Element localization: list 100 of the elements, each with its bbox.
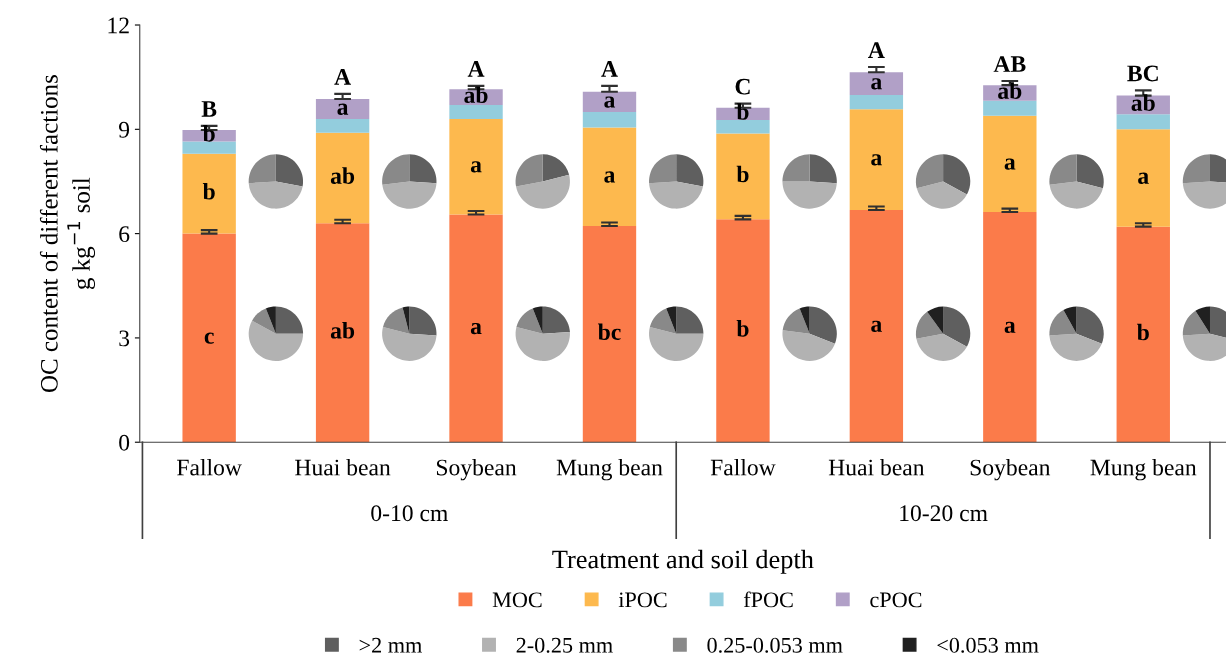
total-label: A [868, 42, 885, 58]
data-label: a [1004, 321, 1016, 334]
y-tick-label: 6 [119, 226, 130, 243]
pie-slice [915, 311, 944, 339]
pie-slice [248, 320, 304, 361]
bar [315, 132, 370, 224]
bar [983, 212, 1037, 443]
pie-slice [1063, 306, 1077, 334]
pie-slice [382, 154, 410, 185]
total-label: A [601, 61, 618, 77]
bar [1116, 226, 1170, 443]
pie-slice [542, 306, 570, 334]
bar [315, 99, 370, 119]
bar [849, 109, 904, 210]
data-label: a [604, 171, 616, 183]
pie-slice [516, 174, 570, 209]
x-tick-label: Huai bean [828, 458, 925, 476]
data-label: ab [330, 322, 355, 339]
pie-slice [402, 306, 410, 334]
y-tick-label: 12 [108, 17, 129, 34]
bar [716, 119, 770, 134]
pie-slice [248, 154, 276, 184]
data-label: bc [597, 323, 621, 340]
total-label: A [334, 69, 351, 85]
x-tick-label: Fallow [710, 458, 776, 476]
data-label: ab [464, 86, 488, 104]
bar [182, 153, 236, 234]
bar [716, 133, 770, 220]
total-label: BC [1127, 65, 1158, 82]
pie-slice [649, 326, 704, 361]
pie-slice [809, 154, 837, 184]
total-label: C [735, 78, 750, 95]
pie-slice [782, 154, 810, 182]
bar [449, 214, 503, 443]
pie-slice [666, 306, 677, 334]
pie-slice [382, 181, 437, 209]
bar [315, 223, 370, 443]
pie-slice [275, 154, 304, 187]
pie-slice [532, 306, 543, 334]
y-tick-label: 3 [119, 330, 130, 347]
pie-slice [782, 308, 810, 334]
pie-slice [649, 308, 677, 334]
pie-slice [1049, 333, 1102, 361]
x-tick-label: Mung bean [1090, 458, 1197, 481]
pie-slice [782, 330, 835, 361]
text: 10-20 cm [900, 505, 988, 522]
bar [1116, 129, 1170, 227]
pie-slice [915, 154, 944, 189]
data-label: a [1138, 172, 1149, 184]
bar [716, 219, 770, 443]
bar [182, 141, 236, 154]
pie-slice [809, 306, 837, 344]
pie-slice [676, 154, 704, 187]
y-tick-label: 0 [119, 434, 130, 451]
bar [182, 233, 236, 443]
bar [849, 94, 904, 110]
legend-label: 2-0.25 mm [516, 637, 613, 653]
data-label: ab [998, 82, 1022, 99]
bar [983, 100, 1037, 116]
data-label: c [204, 332, 214, 344]
bar [449, 118, 503, 215]
bar [582, 111, 637, 128]
pie-slice [275, 306, 304, 334]
legend-label: MOC [492, 592, 542, 608]
pie-slice [542, 154, 570, 182]
total-label: B [201, 101, 217, 117]
data-label: a [337, 103, 349, 115]
data-label: b [202, 182, 215, 200]
data-label: b [1137, 323, 1149, 341]
data-label: a [871, 320, 882, 333]
x-tick-label: Soybean [970, 458, 1051, 481]
pie-slice [515, 326, 570, 361]
legend-label: >2 mm [359, 637, 422, 653]
y-tick-label: 9 [119, 121, 130, 138]
data-label: a [871, 154, 882, 166]
legend-label: 0.25-0.053 mm [707, 637, 843, 653]
bar [983, 115, 1037, 213]
pie-slice [515, 154, 543, 187]
pie-slice [1076, 306, 1104, 344]
x-tick-label: Fallow [177, 458, 242, 476]
data-label: a [470, 322, 482, 335]
data-label: ab [330, 167, 355, 184]
pie-slice [943, 306, 971, 347]
pie-slice [1049, 181, 1103, 209]
data-label: a [871, 78, 882, 90]
bar [849, 72, 904, 95]
total-label: AB [993, 56, 1026, 72]
bar [449, 104, 503, 119]
total-label: A [467, 61, 485, 77]
pie-slice [516, 308, 543, 334]
y-axis-title: OC content of different factions g kg$^{−1}$ soil [39, 75, 96, 393]
pie-slice [943, 154, 971, 195]
pie-slice [248, 181, 303, 209]
data-label: a [1004, 158, 1016, 170]
legend-label: fPOC [743, 591, 793, 608]
pie-slice [916, 333, 967, 361]
pie-slice [799, 306, 810, 334]
data-label: ab [1131, 94, 1155, 111]
bar [849, 209, 904, 443]
pie-slice [1076, 154, 1104, 189]
